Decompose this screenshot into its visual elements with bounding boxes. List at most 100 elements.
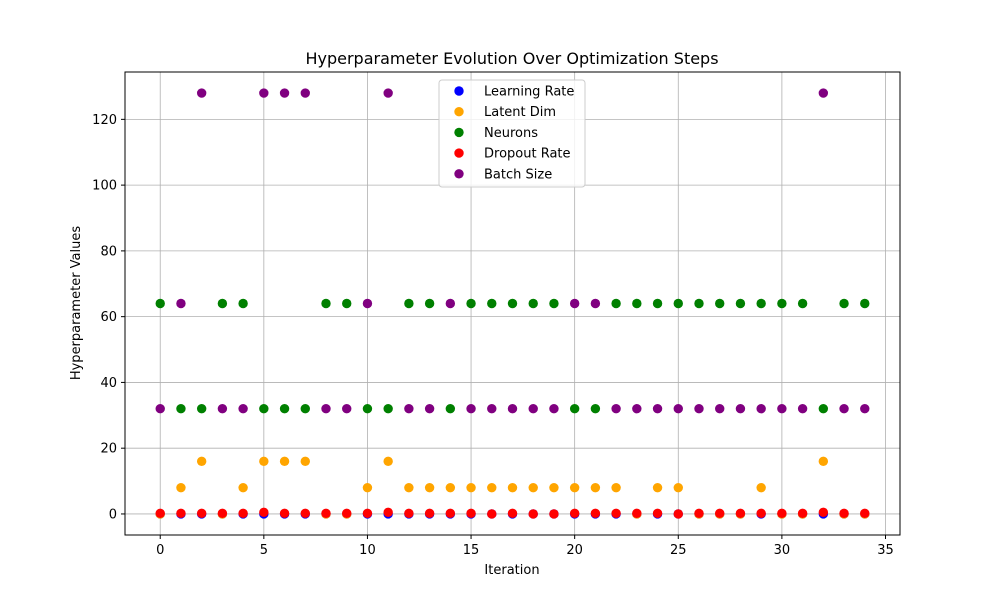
point-batch-size — [735, 404, 746, 414]
point-neurons — [715, 298, 725, 309]
point-latent-dim — [300, 456, 310, 467]
point-neurons — [321, 298, 331, 309]
point-batch-size — [797, 404, 808, 414]
y-tick-label: 40 — [100, 376, 117, 391]
point-latent-dim — [362, 482, 373, 493]
point-dropout-rate — [300, 508, 310, 518]
legend-marker-dropout-rate — [454, 148, 464, 158]
point-latent-dim — [424, 482, 435, 493]
point-dropout-rate — [466, 508, 476, 518]
legend-label-learning-rate: Learning Rate — [484, 85, 574, 100]
point-latent-dim — [590, 482, 601, 493]
point-dropout-rate — [424, 508, 435, 518]
point-dropout-rate — [507, 508, 518, 518]
point-batch-size — [487, 404, 497, 414]
point-dropout-rate — [756, 508, 766, 518]
point-neurons — [487, 298, 497, 309]
data-points — [155, 88, 870, 519]
point-dropout-rate — [383, 507, 393, 518]
point-neurons — [590, 404, 601, 414]
y-axis-label: Hyperparameter Values — [69, 226, 84, 381]
point-latent-dim — [611, 482, 621, 493]
point-batch-size — [549, 404, 559, 414]
point-dropout-rate — [818, 507, 829, 518]
y-tick-label: 0 — [109, 507, 117, 522]
point-neurons — [797, 298, 808, 309]
point-dropout-rate — [777, 508, 787, 518]
point-dropout-rate — [797, 508, 808, 518]
x-tick-label: 10 — [359, 543, 376, 558]
point-batch-size — [466, 404, 476, 414]
point-batch-size — [673, 404, 683, 414]
point-neurons — [694, 298, 704, 309]
x-tick-label: 0 — [156, 543, 164, 558]
point-batch-size — [383, 88, 393, 98]
point-neurons — [756, 298, 766, 309]
point-neurons — [839, 298, 849, 309]
y-tick-label: 100 — [92, 179, 117, 194]
point-dropout-rate — [528, 509, 538, 519]
point-neurons — [238, 298, 248, 309]
point-latent-dim — [818, 456, 829, 467]
y-tick-label: 80 — [100, 244, 117, 259]
point-batch-size — [176, 298, 186, 309]
point-batch-size — [652, 404, 663, 414]
point-batch-size — [404, 404, 414, 414]
point-dropout-rate — [715, 508, 725, 518]
point-batch-size — [818, 88, 829, 98]
point-batch-size — [715, 404, 725, 414]
point-dropout-rate — [694, 508, 704, 518]
point-latent-dim — [383, 456, 393, 467]
y-tick-label: 20 — [100, 442, 117, 457]
point-dropout-rate — [404, 508, 414, 518]
point-dropout-rate — [590, 508, 601, 518]
point-batch-size — [777, 404, 787, 414]
legend-box — [438, 79, 586, 188]
x-tick-label: 30 — [774, 543, 791, 558]
point-dropout-rate — [342, 508, 352, 518]
x-tick-label: 25 — [670, 543, 687, 558]
point-dropout-rate — [839, 508, 849, 518]
point-dropout-rate — [445, 508, 456, 518]
point-latent-dim — [756, 482, 766, 493]
point-dropout-rate — [611, 508, 621, 518]
point-neurons — [259, 404, 269, 414]
point-latent-dim — [528, 482, 538, 493]
point-batch-size — [342, 404, 352, 414]
point-batch-size — [528, 404, 538, 414]
point-latent-dim — [549, 482, 559, 493]
point-dropout-rate — [487, 509, 497, 519]
point-batch-size — [611, 404, 621, 414]
point-batch-size — [424, 404, 435, 414]
legend-marker-neurons — [454, 127, 464, 138]
legend-label-neurons: Neurons — [484, 126, 538, 141]
point-latent-dim — [507, 482, 518, 493]
point-neurons — [176, 404, 186, 414]
point-batch-size — [632, 404, 642, 414]
point-neurons — [362, 404, 373, 414]
point-latent-dim — [487, 482, 497, 493]
point-neurons — [735, 298, 746, 309]
point-batch-size — [569, 298, 580, 309]
point-batch-size — [259, 88, 269, 98]
legend-label-latent-dim: Latent Dim — [484, 105, 556, 120]
point-batch-size — [155, 404, 165, 414]
point-dropout-rate — [569, 508, 580, 518]
point-batch-size — [694, 404, 704, 414]
point-dropout-rate — [259, 507, 269, 518]
point-neurons — [673, 298, 683, 309]
point-dropout-rate — [362, 508, 373, 518]
plot-frame — [124, 71, 901, 536]
point-latent-dim — [569, 482, 580, 493]
point-latent-dim — [259, 456, 269, 467]
point-batch-size — [860, 404, 870, 414]
point-neurons — [818, 404, 829, 414]
axis-ticks: 0 5 10 15 20 25 30 35 0 20 40 60 80 100 120 — [92, 113, 894, 558]
point-batch-size — [507, 404, 518, 414]
point-dropout-rate — [652, 508, 663, 518]
point-latent-dim — [652, 482, 663, 493]
point-dropout-rate — [549, 509, 559, 519]
point-dropout-rate — [860, 508, 870, 518]
point-neurons — [155, 298, 165, 309]
point-neurons — [549, 298, 559, 309]
